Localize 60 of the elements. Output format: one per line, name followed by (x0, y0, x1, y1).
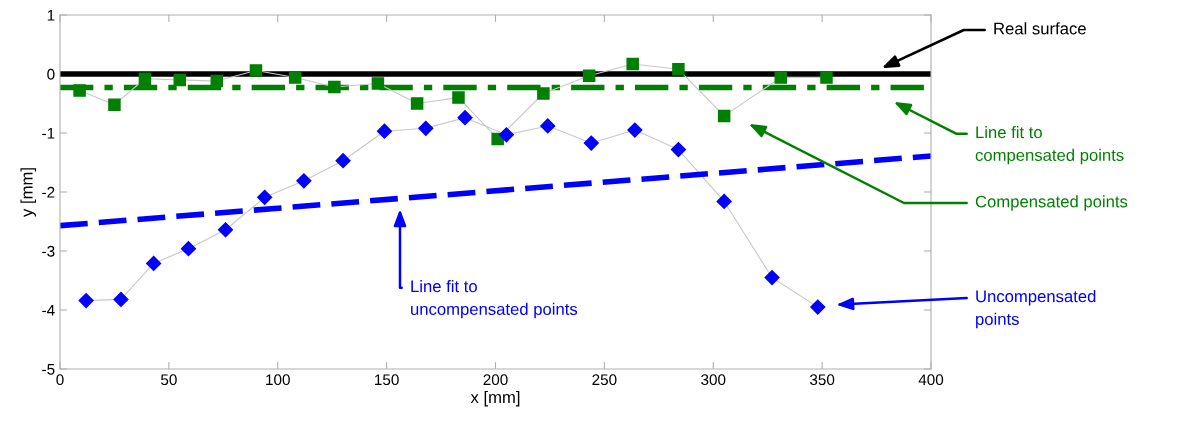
x-tick-label: 400 (918, 374, 944, 386)
x-tick-label: 50 (160, 374, 177, 386)
point (371, 77, 385, 90)
point (820, 71, 833, 84)
text: Uncompensated points (976, 290, 1096, 329)
y-tick-label: 1 (47, 10, 55, 21)
text: Compensated points (975, 195, 1128, 211)
y-tick-label: -3 (42, 245, 55, 257)
point (217, 222, 234, 238)
point (716, 193, 732, 210)
y-tick-label: -1 (42, 128, 55, 139)
point (410, 97, 424, 110)
text: Line fit to compensated points (975, 126, 1124, 165)
point (335, 153, 351, 169)
point (73, 84, 86, 97)
annotation: Line fit to uncompensated points (411, 280, 578, 319)
point (457, 110, 473, 126)
point (810, 299, 826, 315)
point (288, 71, 302, 84)
point (173, 73, 187, 87)
point (537, 87, 550, 100)
y-axis-title: y [mm] (20, 168, 36, 217)
point (210, 74, 224, 88)
point (257, 189, 273, 205)
point (583, 135, 599, 151)
text: Real surface (994, 22, 1086, 35)
point (452, 91, 465, 104)
x-axis-title: x [mm] (470, 390, 520, 407)
point (146, 255, 162, 271)
point (582, 69, 596, 83)
point (540, 118, 556, 134)
x-tick-label: 350 (809, 374, 835, 386)
x-tick-label: 250 (592, 374, 617, 386)
x-tick-label: 200 (483, 374, 508, 386)
y-tick-label: -4 (42, 305, 55, 316)
point (138, 72, 152, 85)
x-tick-label: 300 (701, 374, 726, 386)
point (627, 122, 643, 138)
point (670, 141, 686, 158)
y-tick-label: -5 (42, 364, 55, 375)
point (249, 64, 263, 77)
point (764, 269, 780, 286)
point (418, 120, 434, 136)
point (774, 71, 788, 84)
point (108, 98, 121, 111)
y-tick-label: 0 (47, 68, 55, 80)
x-tick-label: 150 (375, 374, 399, 386)
point (78, 292, 94, 309)
point (296, 173, 312, 189)
point (180, 241, 197, 257)
x-tick-label: 100 (266, 374, 290, 386)
point (717, 109, 731, 123)
point (498, 127, 514, 143)
point (672, 63, 685, 76)
point (328, 80, 341, 94)
point (626, 57, 639, 71)
x-tick-label: 0 (56, 374, 64, 386)
y-tick-label: -2 (42, 186, 55, 198)
point (376, 123, 393, 139)
point (113, 291, 129, 307)
